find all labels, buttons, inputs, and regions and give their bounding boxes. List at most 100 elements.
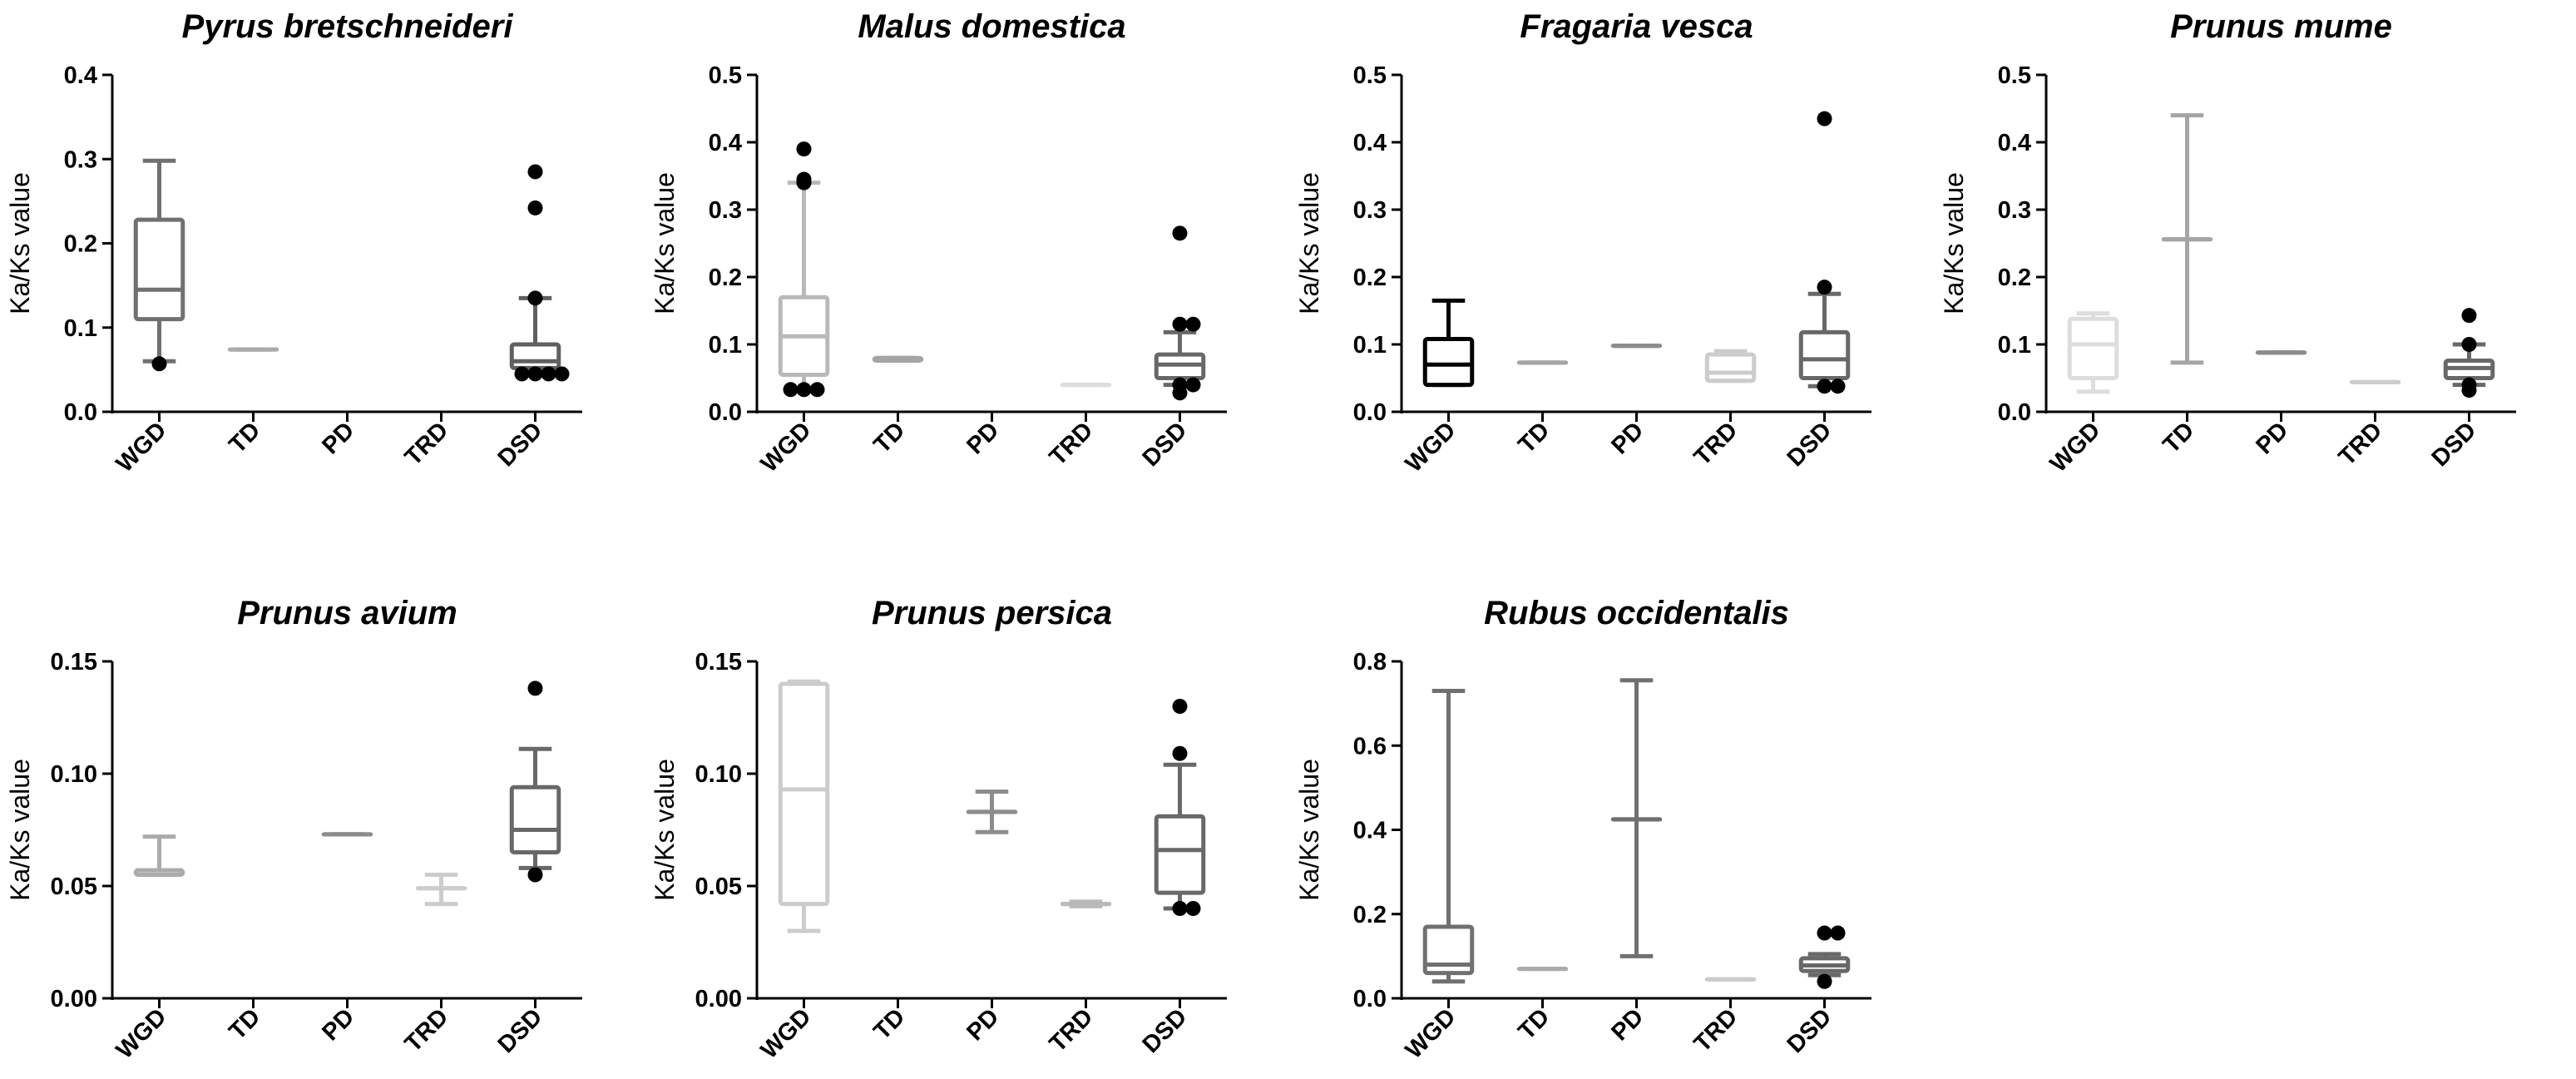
y-tick-label: 0.3 bbox=[1998, 197, 2031, 224]
y-tick-label: 0.10 bbox=[51, 761, 97, 788]
box-iqr bbox=[2067, 316, 2119, 380]
y-tick-label: 0.4 bbox=[1353, 818, 1387, 844]
box-group-dsd bbox=[1798, 925, 1851, 989]
y-axis-label: Ka/Ks value bbox=[650, 759, 680, 901]
y-tick-label: 0.1 bbox=[64, 315, 97, 342]
outlier-point bbox=[1817, 379, 1832, 394]
box-group-pd bbox=[1610, 678, 1663, 958]
x-category-label: TRD bbox=[1045, 417, 1099, 471]
outlier-point bbox=[1817, 111, 1832, 126]
y-tick-label: 0.05 bbox=[695, 874, 742, 900]
y-tick-label: 0.0 bbox=[1353, 986, 1387, 1012]
outlier-point bbox=[541, 366, 556, 382]
y-tick-label: 0.15 bbox=[695, 649, 742, 676]
box-group-wgd bbox=[778, 141, 830, 398]
outlier-point bbox=[1830, 925, 1846, 941]
chart-panel: Prunus avium Ka/Ks value 0.00 0.05 0.10 0.15 W… bbox=[5, 595, 582, 1064]
outlier-point bbox=[796, 141, 812, 157]
box-group-wgd bbox=[2067, 311, 2119, 394]
x-category-label: TRD bbox=[1689, 417, 1743, 471]
outlier-point bbox=[1817, 925, 1832, 941]
x-category-label: PD bbox=[962, 417, 1004, 459]
y-tick-label: 0.5 bbox=[1353, 62, 1387, 89]
y-tick-label: 0.1 bbox=[709, 332, 742, 359]
outlier-point bbox=[1172, 745, 1188, 761]
y-tick-label: 0.0 bbox=[64, 399, 97, 426]
outlier-point bbox=[1185, 316, 1201, 332]
box-iqr bbox=[509, 342, 561, 370]
y-tick-label: 0.4 bbox=[64, 62, 97, 89]
y-tick-label: 0.4 bbox=[1998, 130, 2031, 156]
y-tick-label: 0.00 bbox=[695, 986, 742, 1012]
x-category-label: DSD bbox=[1782, 1003, 1837, 1058]
x-category-label: TRD bbox=[400, 417, 454, 471]
outlier-point bbox=[1172, 377, 1188, 393]
chart-title: Prunus avium bbox=[237, 595, 457, 631]
outlier-point bbox=[783, 382, 799, 398]
outlier-point bbox=[527, 200, 543, 215]
chart-title: Prunus mume bbox=[2170, 8, 2392, 45]
x-category-label: TD bbox=[868, 417, 910, 458]
outlier-point bbox=[1830, 379, 1846, 394]
outlier-point bbox=[527, 867, 543, 883]
outlier-point bbox=[527, 366, 543, 382]
y-tick-label: 0.00 bbox=[51, 986, 97, 1012]
outlier-point bbox=[796, 171, 812, 187]
box-iqr bbox=[133, 217, 185, 322]
y-tick-label: 0.0 bbox=[1998, 399, 2031, 426]
box-group-dsd bbox=[2443, 308, 2495, 398]
x-category-label: PD bbox=[962, 1003, 1004, 1046]
x-category-label: TRD bbox=[2334, 417, 2388, 471]
y-tick-label: 0.2 bbox=[709, 265, 742, 291]
x-category-label: WGD bbox=[756, 417, 817, 478]
box-iqr bbox=[1422, 924, 1475, 976]
x-category-label: WGD bbox=[1401, 417, 1461, 478]
box-group-trd bbox=[415, 873, 467, 907]
x-category-label: DSD bbox=[1138, 1003, 1193, 1058]
x-category-label: TD bbox=[1513, 1003, 1555, 1045]
box-group-dsd bbox=[509, 164, 570, 382]
x-category-label: DSD bbox=[1782, 417, 1837, 472]
chart-title: Fragaria vesca bbox=[1520, 8, 1753, 45]
outlier-point bbox=[2461, 308, 2477, 324]
outlier-point bbox=[1817, 280, 1832, 295]
chart-panel: Prunus mume Ka/Ks value 0.0 0.1 0.2 0.3 0.4 0.5… bbox=[1939, 8, 2516, 478]
box-group-wgd bbox=[133, 158, 185, 372]
y-tick-label: 0.4 bbox=[709, 130, 742, 156]
box-group-trd bbox=[1060, 899, 1112, 908]
x-category-label: WGD bbox=[1401, 1003, 1461, 1064]
box-group-wgd bbox=[1422, 688, 1475, 984]
y-tick-label: 0.0 bbox=[1353, 399, 1387, 426]
x-category-label: PD bbox=[1606, 1003, 1649, 1046]
x-category-label: TD bbox=[1513, 417, 1555, 458]
x-category-label: TD bbox=[224, 417, 265, 458]
box-group-td bbox=[2161, 113, 2213, 365]
x-category-label: TD bbox=[868, 1003, 910, 1045]
box-group-pd bbox=[966, 789, 1018, 834]
outlier-point bbox=[1172, 699, 1188, 714]
chart-panel: Fragaria vesca Ka/Ks value 0.0 0.1 0.2 0.3 0.4… bbox=[1294, 8, 1871, 478]
y-axis-label: Ka/Ks value bbox=[5, 759, 35, 901]
outlier-point bbox=[527, 681, 543, 696]
y-tick-label: 0.1 bbox=[1998, 332, 2031, 359]
box-group-dsd bbox=[509, 681, 561, 883]
box-iqr bbox=[1798, 329, 1851, 381]
x-category-label: TD bbox=[224, 1003, 265, 1045]
box-iqr bbox=[778, 681, 830, 907]
x-category-label: WGD bbox=[111, 417, 172, 478]
outlier-point bbox=[151, 356, 167, 372]
y-tick-label: 0.15 bbox=[51, 649, 97, 676]
x-category-label: PD bbox=[317, 417, 359, 459]
box-iqr bbox=[1422, 337, 1475, 388]
box-group-td bbox=[872, 355, 924, 363]
x-category-label: TRD bbox=[1045, 1003, 1099, 1057]
chart-title: Malus domestica bbox=[858, 8, 1125, 45]
outlier-point bbox=[514, 366, 530, 382]
x-category-label: PD bbox=[2251, 417, 2293, 459]
y-axis-label: Ka/Ks value bbox=[1294, 759, 1324, 901]
y-tick-label: 0.6 bbox=[1353, 733, 1387, 760]
outlier-point bbox=[2461, 377, 2477, 393]
y-tick-label: 0.4 bbox=[1353, 130, 1387, 156]
y-axis-label: Ka/Ks value bbox=[1939, 172, 1969, 314]
y-tick-label: 0.3 bbox=[64, 146, 97, 173]
